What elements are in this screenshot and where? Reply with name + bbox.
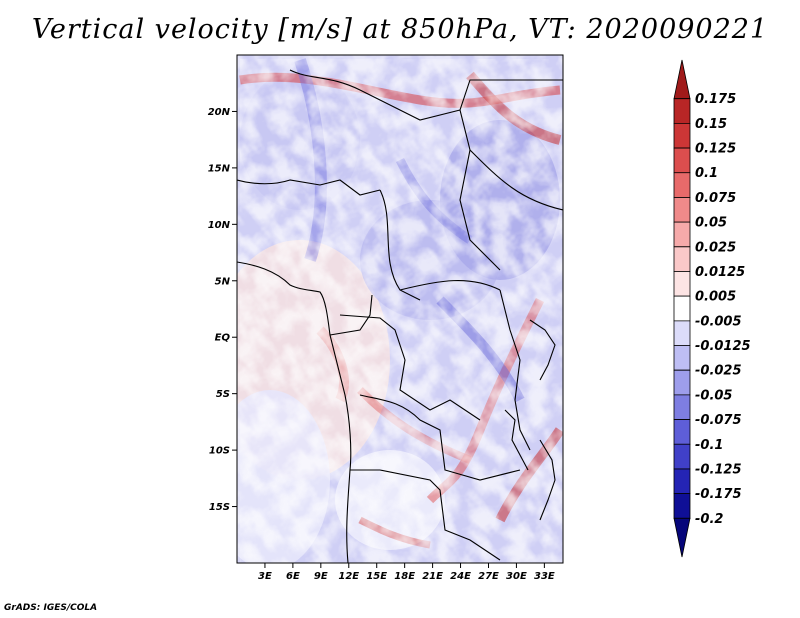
lon-tick-label: 21E [422, 571, 443, 582]
colorbar-label: 0.005 [695, 290, 736, 305]
colorbar-label: 0.1 [695, 166, 718, 181]
lat-tick-label: 5S [216, 389, 230, 400]
longitude-axis: 3E 6E 9E 12E 15E 18E 21E 24E 27E 30E 33E [258, 563, 555, 582]
colorbar-swatch [673, 197, 691, 223]
colorbar-label: -0.125 [695, 462, 742, 477]
colorbar-label: -0.0125 [695, 339, 751, 354]
colorbar-label: 0.025 [695, 240, 736, 255]
colorbar-swatch [673, 345, 691, 371]
colorbar-label: 0.175 [695, 92, 736, 107]
lat-tick-label: 10N [208, 220, 231, 231]
latitude-axis: 20N 15N 10N 5N EQ 5S 10S 15S [208, 107, 237, 513]
coastlines-and-borders [237, 69, 563, 563]
colorbar-swatch [673, 493, 691, 519]
colorbar-swatch [673, 246, 691, 272]
lon-tick-label: 6E [286, 571, 300, 582]
colorbar-label: -0.2 [695, 512, 723, 527]
colorbar-swatch [673, 443, 691, 470]
colorbar-swatch [673, 221, 691, 248]
map-field [237, 55, 563, 563]
colorbar-swatch [673, 369, 691, 396]
lat-tick-label: 10S [209, 446, 230, 457]
lat-tick-label: 5N [215, 276, 231, 287]
lat-tick-label: EQ [215, 333, 231, 344]
colorbar-label: 0.125 [695, 142, 736, 157]
colorbar-swatch [673, 394, 691, 420]
colorbar-swatch [673, 271, 691, 297]
footer-credit: GrADS: IGES/COLA [4, 603, 98, 613]
lon-tick-label: 24E [450, 571, 471, 582]
colorbar-swatch [673, 98, 691, 124]
colorbar-label: -0.1 [695, 438, 723, 453]
lon-tick-label: 27E [478, 571, 499, 582]
map-frame [236, 54, 564, 564]
map-title: Vertical velocity [m/s] at 850hPa, VT: 2… [31, 14, 769, 45]
colorbar-label: -0.075 [695, 413, 742, 428]
lon-tick-label: 12E [338, 571, 359, 582]
colorbar-label: 0.15 [695, 117, 727, 132]
colorbar-swatch [673, 147, 691, 174]
colorbar-label: 0.05 [695, 216, 727, 231]
colorbar-swatch [673, 320, 691, 346]
lon-tick-label: 9E [314, 571, 328, 582]
lon-tick-label: 18E [394, 571, 415, 582]
lat-tick-label: 20N [208, 107, 231, 118]
colorbar-label: -0.175 [695, 487, 742, 502]
colorbar-label: -0.025 [695, 364, 742, 379]
lat-tick-label: 15S [209, 502, 230, 513]
colorbar-label: -0.005 [695, 314, 742, 329]
colorbar: 0.175 0.15 0.125 0.1 0.075 0.05 0.025 0.0125 0.0… [673, 59, 751, 558]
colorbar-swatch [673, 295, 691, 322]
colorbar-swatch [673, 468, 691, 495]
lon-tick-label: 33E [534, 571, 555, 582]
lat-tick-label: 15N [208, 163, 231, 174]
lon-tick-label: 30E [506, 571, 527, 582]
colorbar-label: 0.075 [695, 191, 736, 206]
colorbar-swatch [673, 419, 691, 445]
colorbar-label: -0.05 [695, 388, 732, 403]
lon-tick-label: 3E [258, 571, 272, 582]
colorbar-swatch [673, 59, 691, 100]
colorbar-swatch [673, 517, 691, 558]
colorbar-label: 0.0125 [695, 265, 745, 280]
lon-tick-label: 15E [366, 571, 387, 582]
colorbar-swatch [673, 122, 691, 149]
colorbar-swatch [673, 172, 691, 198]
